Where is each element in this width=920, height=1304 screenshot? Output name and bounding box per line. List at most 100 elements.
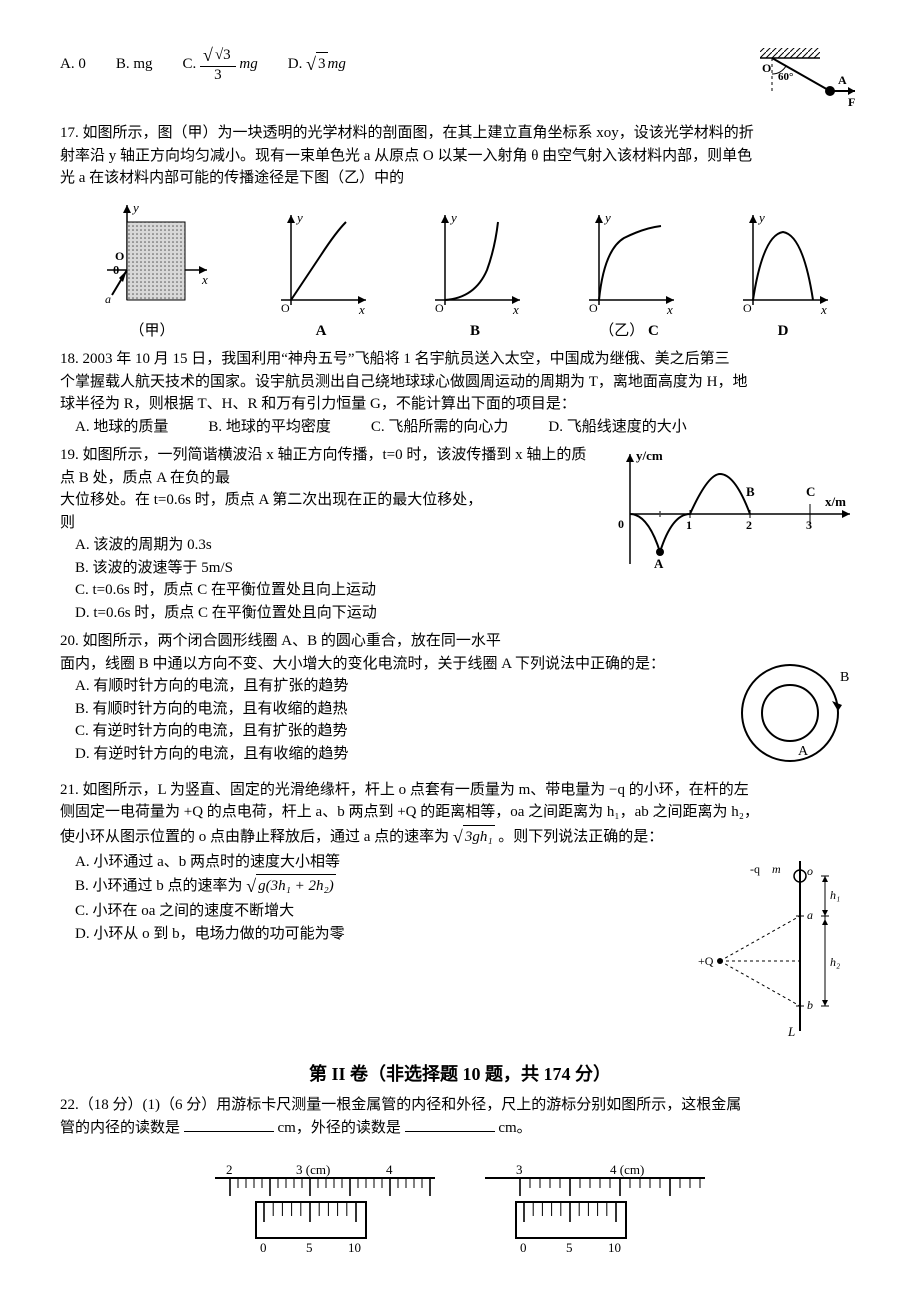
q17-l2: 射率沿 y 轴正方向均匀减小。现有一束单色光 a 从原点 O 以某一入射角 θ … [60,145,860,168]
section2-title: 第 II 卷（非选择题 10 题，共 174 分） [60,1061,860,1088]
q21-l1b: −q 的小环，在杆的左 [609,782,749,798]
q21-L: L [787,1024,795,1039]
q22-Lv5: 5 [306,1240,313,1255]
q17-Bx: x [512,302,519,317]
q19-B-label: B [746,484,755,499]
q20-figure: B A [720,653,860,773]
q17-labD: D [733,320,833,343]
q18-options: A. 地球的质量 B. 地球的平均密度 C. 飞船所需的向心力 D. 飞船线速度… [60,416,860,439]
q17-y: y [131,200,139,215]
q17-a: a [105,292,111,306]
q22-l2c: cm。 [498,1120,531,1136]
q17-fig-C: y x O [579,210,679,320]
q16-optD: D. √3mg [288,51,346,78]
q21-m: m [772,862,781,876]
q17-By: y [449,210,457,225]
q17-BO: O [435,301,444,315]
q21-q: -q [750,862,760,876]
q19-D: D. t=0.6s 时，质点 C 在平衡位置处且向下运动 [60,602,600,625]
q17-labB: B [425,320,525,343]
q16-optD-val: 3 [316,52,328,76]
q16: A. 0 B. mg C. √√3 3 mg D. √3mg O A [60,46,860,116]
q21-figure: -q m o a b +Q h₁ h₂ L [690,851,860,1041]
q21-b: b [807,998,813,1012]
q18-D: D. 飞船线速度的大小 [548,416,686,439]
q19-C-label: C [806,484,815,499]
q19-figure: y/cm x/m A B C 0 1 2 3 [600,444,860,574]
q22-l2: 管的内径的读数是 cm，外径的读数是 cm。 [60,1116,860,1140]
q17-CO: O [589,301,598,315]
q21-A: A. 小环通过 a、b 两点时的速度大小相等 [60,851,690,874]
q16-optC-den: 3 [200,67,236,84]
q19-A: A. 该波的周期为 0.3s [60,534,600,557]
q19-ylab: y/cm [636,448,663,463]
q18-l1: 18. 2003 年 10 月 15 日，我国利用“神舟五号”飞船将 1 名宇航… [60,348,860,371]
q18-C: C. 飞船所需的向心力 [371,416,509,439]
q22-l2b: cm，外径的读数是 [278,1120,401,1136]
q16-figure: O A F 60° [730,46,860,116]
q16-angle: 60° [778,71,793,83]
q21-l1a: 21. 如图所示，L 为竖直、固定的光滑绝缘杆，杆上 o 点套有一质量为 m、带… [60,782,609,798]
q16-O: O [762,61,771,75]
q16-optD-suf: mg [328,56,346,72]
q22-vernier-left: 2 3 (cm) 4 0 5 10 [210,1158,440,1258]
q16-optC-prefix: C. [183,56,201,72]
q17-figures: y x O θ a （甲） y x O [60,200,860,343]
q17-l3: 光 a 在该材料内部可能的传播途径是下图（乙）中的 [60,167,860,190]
q17-caption-yi: （乙） [599,323,644,339]
q16-A: A [838,73,847,87]
q17-Ay: y [295,210,303,225]
q19-B: B. 该波的波速等于 5m/S [60,557,600,580]
q22-Rv5: 5 [566,1240,573,1255]
q20-A: A. 有顺时针方向的电流，且有扩张的趋势 [60,675,720,698]
q20-Alab: A [798,744,809,759]
q22-L4: 4 [386,1162,393,1177]
q20-D: D. 有逆时针方向的电流，且有收缩的趋势 [60,743,720,766]
q21-o: o [807,864,813,878]
q22-blank2[interactable] [405,1116,495,1132]
q19-xlab: x/m [825,494,846,509]
q22-Rv10: 10 [608,1240,621,1255]
q19-A-label: A [654,556,664,571]
q22-L2: 2 [226,1162,233,1177]
q20-C: C. 有逆时针方向的电流，且有扩张的趋势 [60,720,720,743]
q22-vernier-right: 3 4 (cm) 0 5 10 [480,1158,710,1258]
q17-labC: C [648,323,659,339]
q17-fig-B: y x O [425,210,525,320]
q22-Rv0: 0 [520,1240,527,1255]
q17-Dy: y [757,210,765,225]
q16-options: A. 0 B. mg C. √√3 3 mg D. √3mg [60,46,730,83]
q20-l1: 20. 如图所示，两个闭合圆形线圈 A、B 的圆心重合，放在同一水平 [60,630,860,653]
q16-F: F [848,95,855,109]
q22-R3: 3 [516,1162,523,1177]
q19: 19. 如图所示，一列简谐横波沿 x 轴正方向传播，t=0 时，该波传播到 x … [60,444,860,624]
q21-Q: +Q [698,954,714,968]
q17-caption-jia: （甲） [87,320,217,343]
q17-labA: A [271,320,371,343]
q19-0: 0 [618,517,624,531]
q17-Cy: y [603,210,611,225]
q22-l2a: 管的内径的读数是 [60,1120,180,1136]
q22-R4: 4 (cm) [610,1162,644,1177]
q16-optC: C. √√3 3 mg [183,46,258,83]
q18-l3: 球半径为 R，则根据 T、H、R 和万有引力恒量 G，不能计算出下面的项目是： [60,393,860,416]
q22-blank1[interactable] [184,1116,274,1132]
q21-l2: 侧固定一电荷量为 +Q 的点电荷，杆上 a、b 两点到 +Q 的距离相等，oa … [60,801,860,824]
q21-B: B. 小环通过 b 点的速率为 √g(3h₁ + 2h₂) [60,873,690,900]
q21-l3b: 。则下列说法正确的是： [498,829,663,845]
q17-Dx: x [820,302,827,317]
q17-O: O [115,249,124,263]
q21: 21. 如图所示，L 为竖直、固定的光滑绝缘杆，杆上 o 点套有一质量为 m、带… [60,779,860,1041]
q17-l1: 17. 如图所示，图（甲）为一块透明的光学材料的剖面图，在其上建立直角坐标系 x… [60,122,860,145]
q17-AO: O [281,301,290,315]
q22-L3: 3 (cm) [296,1162,330,1177]
q21-sqrt: 3gh₁ [463,825,495,849]
q17-theta: θ [113,263,119,277]
q18-l2: 个掌握载人航天技术的国家。设宇航员测出自己绕地球球心做圆周运动的周期为 T，离地… [60,371,860,394]
q22-Lv10: 10 [348,1240,361,1255]
q21-l3: 使小环从图示位置的 o 点由静止释放后，通过 a 点的速率为 √3gh₁ 。则下… [60,824,860,851]
q16-optA: A. 0 [60,53,86,76]
q16-optD-prefix: D. [288,56,306,72]
q22-l1: 22.（18 分）(1)（6 分）用游标卡尺测量一根金属管的内径和外径，尺上的游… [60,1094,860,1117]
q21-Bsqrt: g(3h₁ + 2h₂) [256,874,336,898]
